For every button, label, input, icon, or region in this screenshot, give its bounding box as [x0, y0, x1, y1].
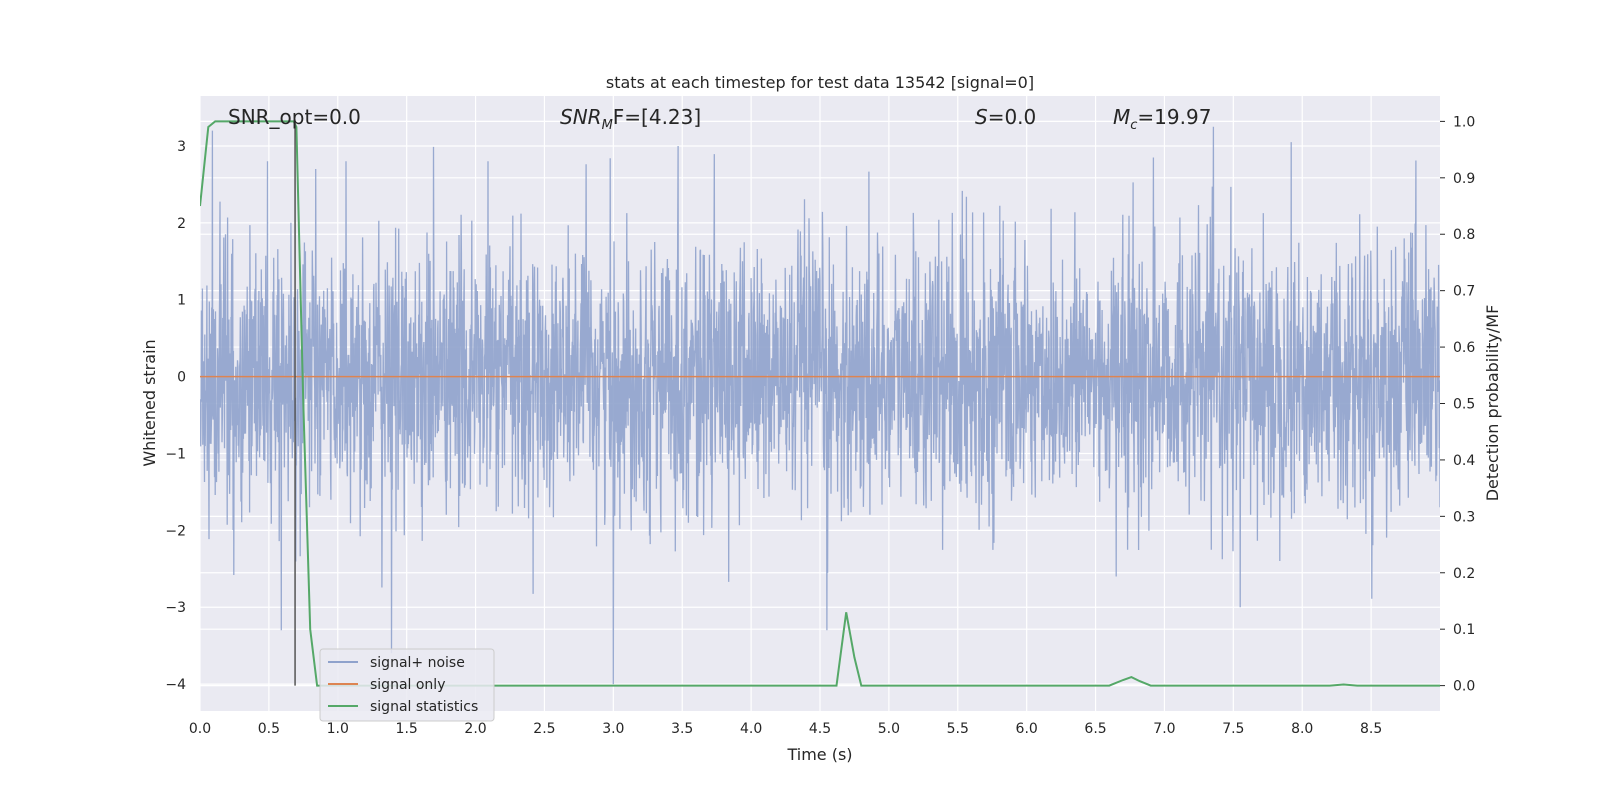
x-tick-label: 5.5	[947, 721, 969, 737]
x-tick-label: 0.5	[258, 721, 280, 737]
x-tick-label: 8.5	[1360, 721, 1382, 737]
x-tick-label: 2.5	[533, 721, 555, 737]
y2-tick-label: 0.0	[1453, 679, 1475, 695]
y-tick-labels: 3 2 1 0 −1 −2 −3 −4	[165, 139, 186, 693]
x-axis-label: Time (s)	[786, 745, 852, 764]
y2-tick-label: 1.0	[1453, 114, 1475, 130]
y-tick-label: −1	[165, 446, 186, 462]
y2-tick-label: 0.1	[1453, 622, 1475, 638]
legend: signal+ noise signal only signal statist…	[319, 648, 495, 722]
y2-tick-label: 0.3	[1453, 509, 1475, 525]
x-tick-label: 1.5	[396, 721, 418, 737]
legend-label-noise: signal+ noise	[370, 655, 465, 671]
y2-axis-label: Detection probability/MF	[1483, 305, 1502, 502]
y-tick-label: 0	[177, 370, 186, 386]
s-annotation: S=0.0	[975, 105, 1036, 129]
s-main: S	[975, 105, 988, 129]
chart-title: stats at each timestep for test data 135…	[606, 73, 1034, 92]
x-tick-label: 3.0	[602, 721, 624, 737]
x-tick-label: 7.0	[1153, 721, 1175, 737]
y2-tick-labels: 1.0 0.9 0.8 0.7 0.6 0.5 0.4 0.3 0.2 0.1 0.0	[1453, 114, 1475, 694]
y-tick-label: 3	[177, 139, 186, 155]
x-tick-label: 5.0	[878, 721, 900, 737]
snr-mf-rest: F=[4.23]	[613, 105, 701, 129]
y-tick-label: −3	[165, 600, 186, 616]
y2-tick-label: 0.9	[1453, 171, 1475, 187]
mc-sub: c	[1130, 118, 1137, 133]
signal-statistics-line	[200, 120, 1440, 687]
snr-mf-main: SNR	[560, 105, 602, 129]
snr-mf-annotation: SNRMF=[4.23]	[560, 105, 701, 133]
mc-rest: =19.97	[1137, 105, 1211, 129]
x-tick-label: 3.5	[671, 721, 693, 737]
y-tick-label: 2	[177, 216, 186, 232]
mc-main: M	[1113, 105, 1130, 129]
x-tick-label: 8.0	[1291, 721, 1313, 737]
snr-mf-sub: M	[602, 118, 613, 133]
x-tick-label: 1.0	[327, 721, 349, 737]
y-axis-label: Whitened strain	[140, 339, 159, 466]
y2-tick-label: 0.5	[1453, 397, 1475, 413]
y2-tick-label: 0.4	[1453, 453, 1475, 469]
x-tick-label: 7.5	[1222, 721, 1244, 737]
y-tick-label: −4	[165, 677, 186, 693]
s-rest: =0.0	[988, 105, 1037, 129]
y2-tick-label: 0.7	[1453, 284, 1475, 300]
y-tick-label: 1	[177, 293, 186, 309]
x-tick-label: 4.0	[740, 721, 762, 737]
y2-tick-label: 0.8	[1453, 227, 1475, 243]
x-tick-labels: 0.0 0.5 1.0 1.5 2.0 2.5 3.0 3.5 4.0 4.5 5.0 5.5 6.0 6…	[189, 721, 1382, 737]
legend-box	[319, 648, 495, 722]
x-tick-label: 2.0	[464, 721, 486, 737]
legend-label-statistics: signal statistics	[370, 699, 478, 715]
x-tick-label: 4.5	[809, 721, 831, 737]
noise-series-line	[200, 126, 1440, 685]
x-tick-label: 0.0	[189, 721, 211, 737]
y2-tick-label: 0.6	[1453, 340, 1475, 356]
mc-annotation: Mc=19.97	[1113, 105, 1211, 133]
legend-label-signal-only: signal only	[370, 677, 445, 693]
x-tick-label: 6.0	[1016, 721, 1038, 737]
y-tick-label: −2	[165, 523, 186, 539]
snr-opt-annotation: SNR_opt=0.0	[228, 105, 361, 129]
x-tick-label: 6.5	[1084, 721, 1106, 737]
y2-tick-label: 0.2	[1453, 566, 1475, 582]
